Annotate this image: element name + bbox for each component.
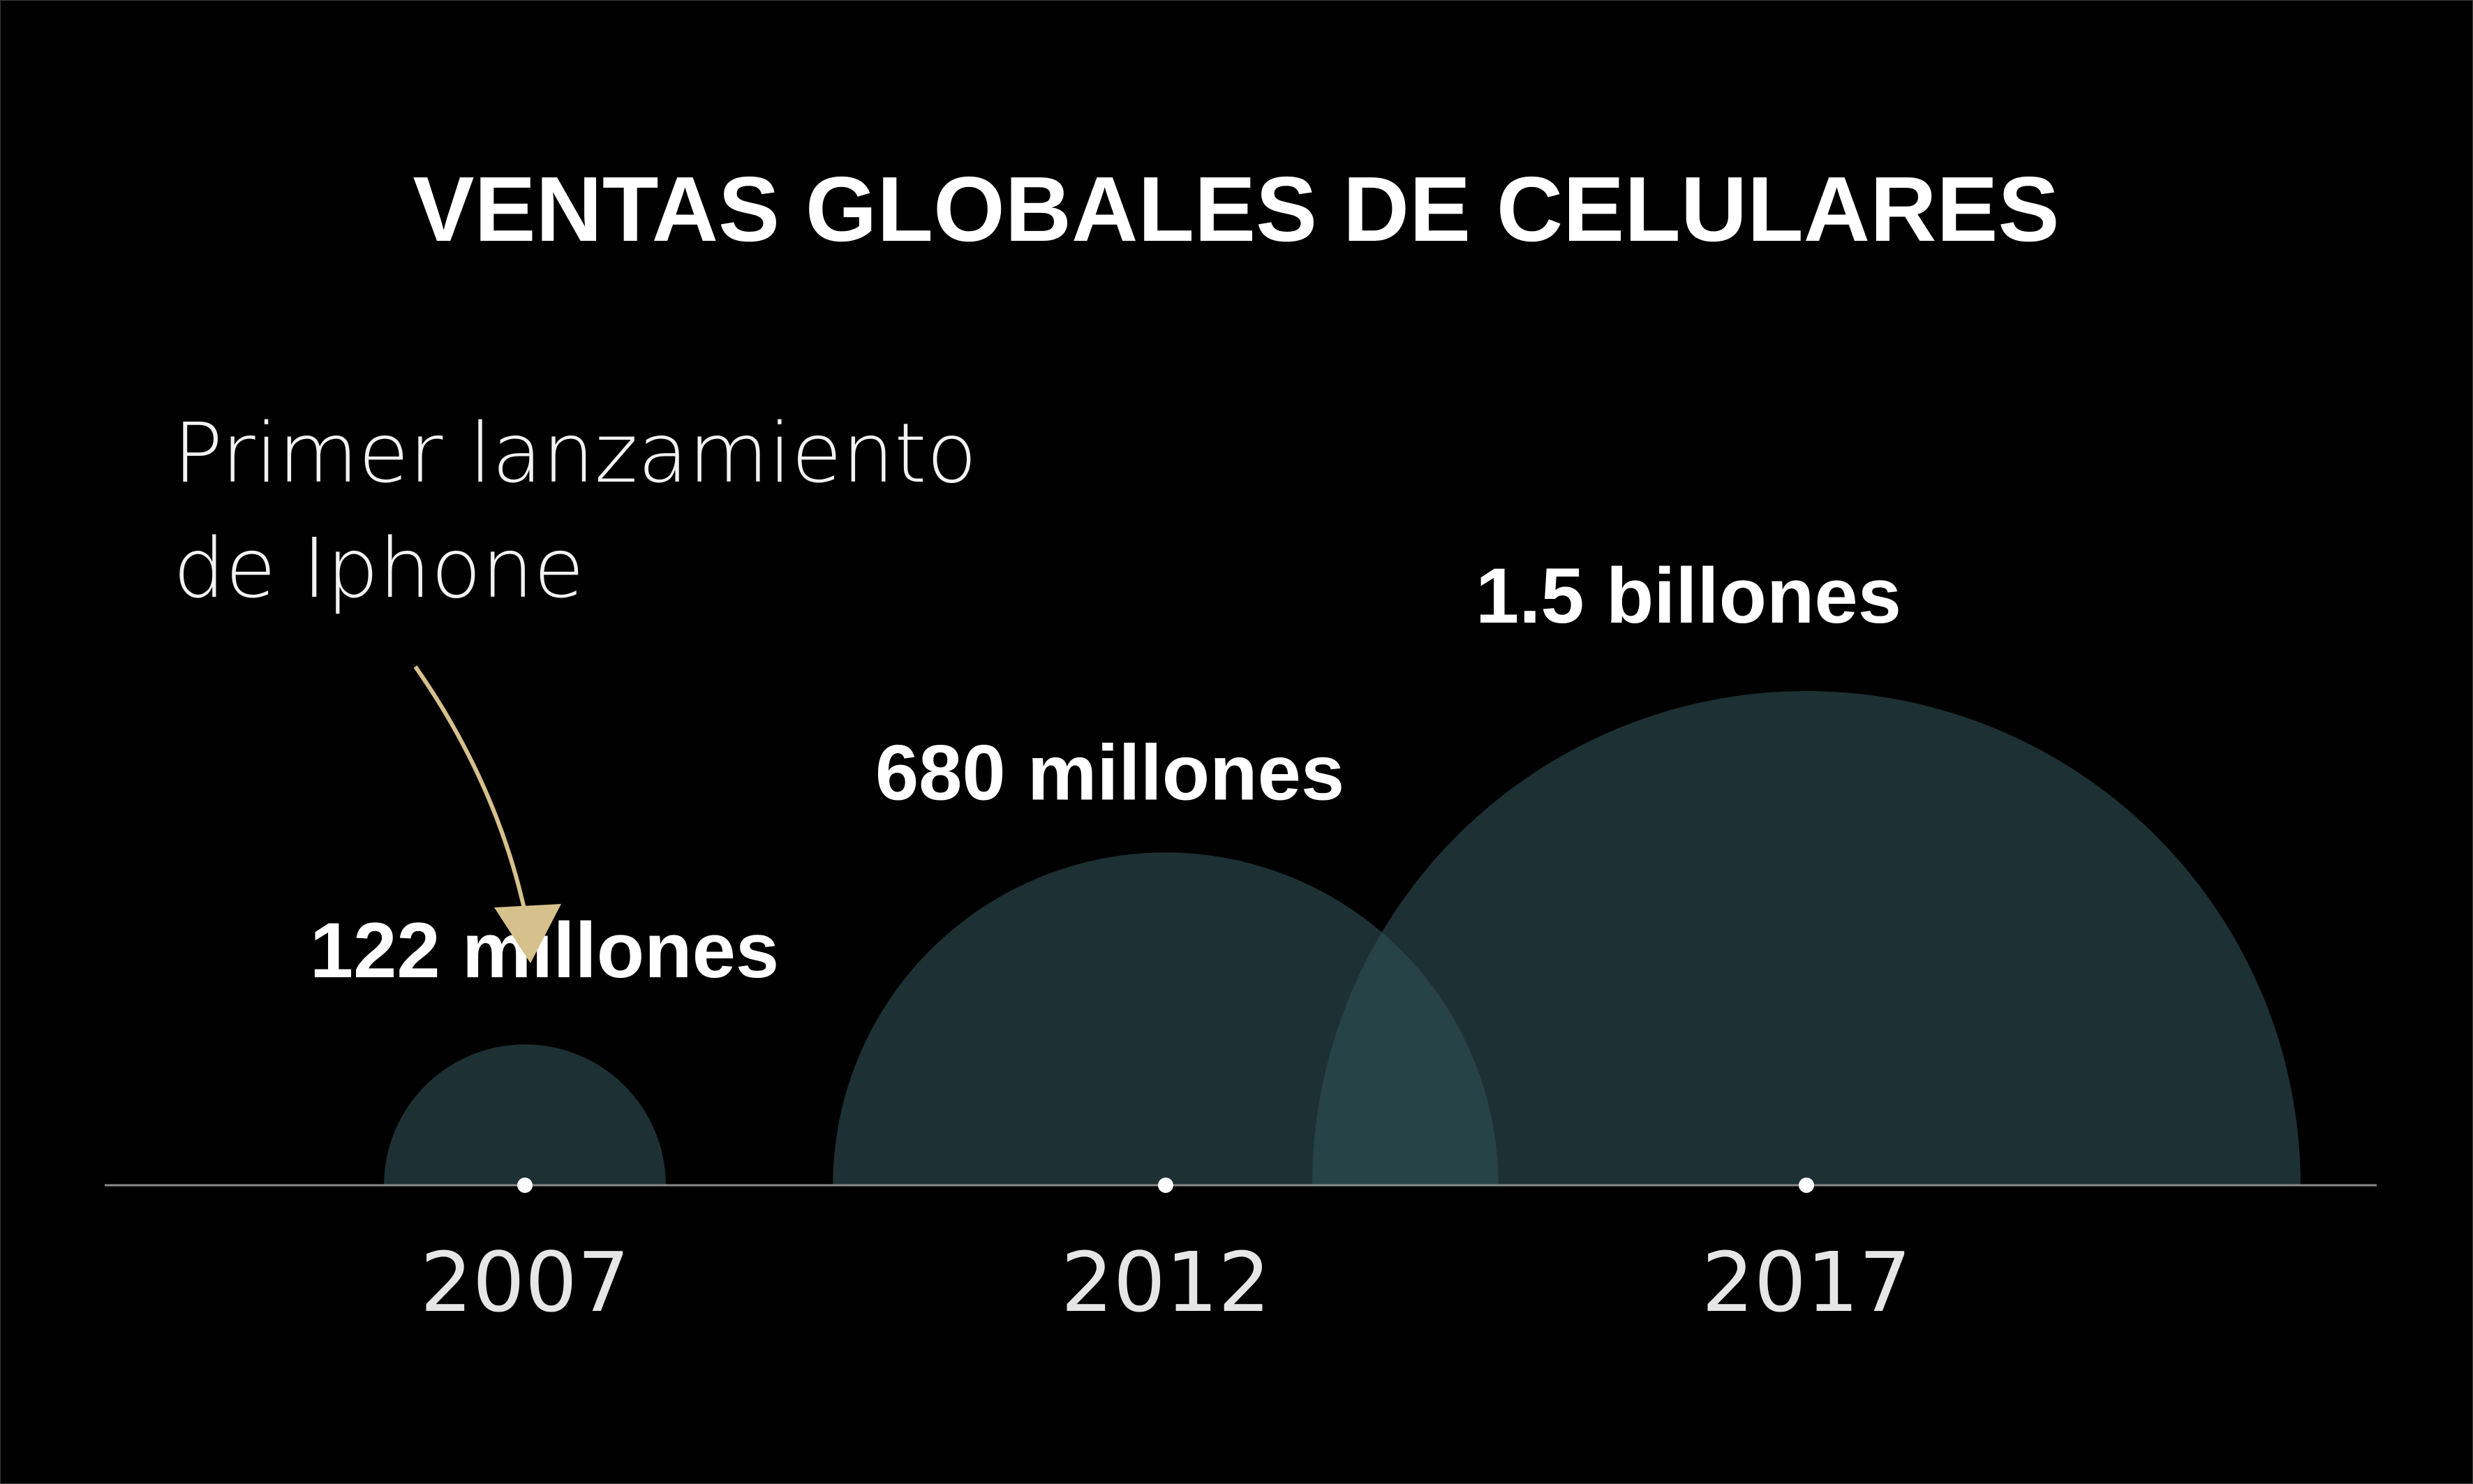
annotation-arrow-head: [494, 904, 561, 963]
annotation-line-2: de Iphone: [173, 520, 584, 616]
x-tick-2017: 2017: [1702, 1234, 1911, 1330]
x-tick-2012: 2012: [1061, 1234, 1270, 1330]
point-2012: [1158, 1178, 1173, 1193]
value-label-2012: 680 millones: [875, 729, 1344, 816]
point-2017: [1799, 1178, 1814, 1193]
x-tick-2007: 2007: [420, 1234, 630, 1330]
point-2007: [517, 1178, 533, 1193]
annotation-line-1: Primer lanzamiento: [173, 405, 977, 501]
chart-title: VENTAS GLOBALES DE CELULARES: [413, 158, 2059, 260]
point-group: [517, 1178, 1814, 1193]
tick-group: 2007 2012 2017: [420, 1234, 1911, 1330]
value-label-2017: 1.5 billones: [1476, 552, 1901, 639]
bubble-group: [384, 691, 2301, 1185]
bubble-2017: [1312, 691, 2301, 1185]
bubble-2007: [384, 1044, 666, 1185]
annotation-arrow-line: [413, 665, 529, 922]
